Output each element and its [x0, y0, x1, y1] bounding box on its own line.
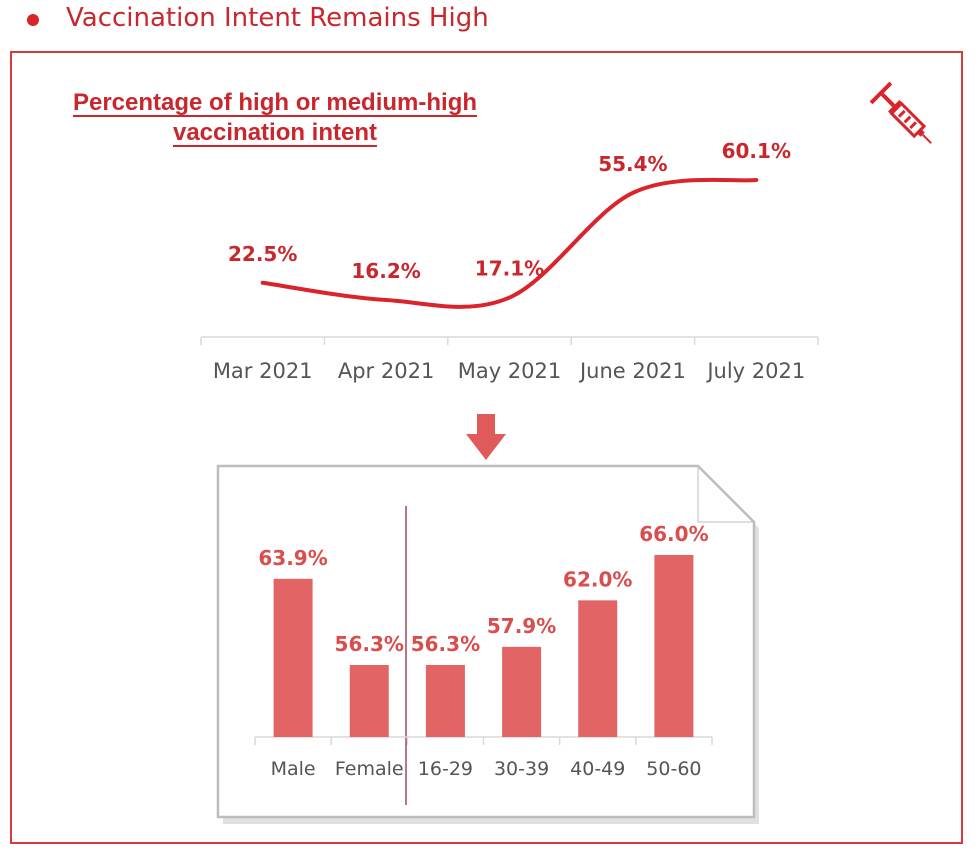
bullet-dot-icon — [27, 14, 39, 26]
bar-x-tick-label: 40-49 — [570, 758, 625, 780]
bar — [578, 600, 618, 737]
bar-x-tick-label: 16-29 — [418, 758, 473, 780]
bar — [349, 665, 389, 737]
bar-data-label: 63.9% — [258, 546, 327, 570]
line-data-label: 55.4% — [598, 152, 667, 176]
bar — [273, 578, 313, 737]
line-series — [260, 177, 759, 309]
line-x-tick-label: July 2021 — [705, 359, 805, 383]
bar-x-tick-label: Male — [271, 758, 316, 780]
line-chart-title: Percentage of high or medium-high vaccin… — [40, 88, 510, 148]
content-frame — [10, 51, 963, 844]
bar-x-tick-label: 30-39 — [494, 758, 549, 780]
line-x-tick-label: Mar 2021 — [213, 359, 313, 383]
arrow-down-icon — [466, 414, 506, 460]
line-chart-axis — [200, 336, 819, 345]
bar-x-tick-label: 50-60 — [646, 758, 701, 780]
bar — [654, 555, 694, 737]
bar-x-tick-label: Female — [335, 758, 404, 780]
line-data-label: 16.2% — [351, 259, 420, 283]
bar-data-label: 56.3% — [411, 632, 480, 656]
line-x-tick-label: June 2021 — [578, 359, 686, 383]
line-data-label: 22.5% — [228, 242, 297, 266]
bar — [502, 646, 542, 737]
line-chart-title-text: Percentage of high or medium-high vaccin… — [72, 89, 478, 146]
line-data-label: 60.1% — [722, 139, 791, 163]
bar-data-label: 66.0% — [639, 522, 708, 546]
line-x-tick-label: Apr 2021 — [338, 359, 434, 383]
bar-data-label: 56.3% — [335, 632, 404, 656]
section-title: Vaccination Intent Remains High — [66, 3, 489, 33]
bar — [425, 665, 465, 737]
syringe-icon — [869, 81, 932, 144]
bar-chart-axis — [254, 736, 713, 745]
bar-data-label: 62.0% — [563, 567, 632, 591]
bar-data-label: 57.9% — [487, 614, 556, 638]
line-data-label: 17.1% — [475, 257, 544, 281]
line-x-tick-label: May 2021 — [458, 359, 562, 383]
